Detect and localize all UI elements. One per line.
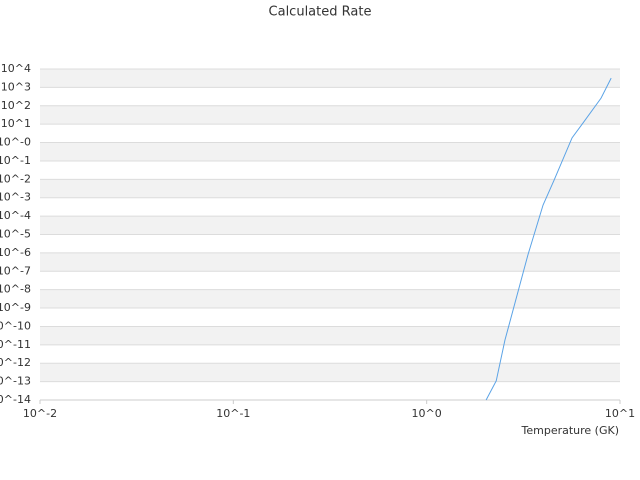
y-tick-label: 10^-10 bbox=[0, 319, 31, 332]
x-tick-label: 10^0 bbox=[412, 407, 442, 420]
y-tick-label: 10^-8 bbox=[0, 283, 31, 296]
chart-title: Calculated Rate bbox=[269, 5, 372, 20]
data-line bbox=[485, 77, 612, 401]
y-tick-label: 10^4 bbox=[1, 62, 31, 75]
grid-band bbox=[40, 289, 620, 309]
grid-band bbox=[40, 216, 620, 235]
y-tick-label: 10^-4 bbox=[0, 209, 31, 222]
y-tick-label: 10^-6 bbox=[0, 246, 31, 259]
y-tick-label: 10^-9 bbox=[0, 301, 31, 314]
x-tick-label: 10^-1 bbox=[216, 407, 250, 420]
y-tick-label: 10^-5 bbox=[0, 228, 31, 241]
y-tick-label: 10^2 bbox=[1, 99, 31, 112]
y-tick-label: 10^-11 bbox=[0, 338, 31, 351]
x-axis-label: Temperature (GK) bbox=[521, 424, 620, 437]
y-tick-label: 10^-14 bbox=[0, 393, 31, 406]
y-tick-label: 10^-7 bbox=[0, 264, 31, 277]
y-tick-label: 10^-13 bbox=[0, 375, 31, 388]
y-tick-label: 10^-1 bbox=[0, 154, 31, 167]
grid-band bbox=[40, 179, 620, 198]
x-tick-label: 10^1 bbox=[605, 407, 635, 420]
grid-band bbox=[40, 105, 620, 125]
y-tick-label: 10^-3 bbox=[0, 191, 31, 204]
y-tick-label: 10^1 bbox=[1, 117, 31, 130]
grid-band bbox=[40, 363, 620, 382]
y-tick-label: 10^-12 bbox=[0, 356, 31, 369]
y-tick-label: 10^-2 bbox=[0, 172, 31, 185]
grid-band bbox=[40, 142, 620, 161]
y-tick-label: 10^3 bbox=[1, 80, 31, 93]
grid-band bbox=[40, 69, 620, 88]
x-tick-label: 10^-2 bbox=[23, 407, 57, 420]
y-tick-label: 10^-0 bbox=[0, 136, 31, 149]
grid-band bbox=[40, 252, 620, 272]
grid-band bbox=[40, 326, 620, 345]
